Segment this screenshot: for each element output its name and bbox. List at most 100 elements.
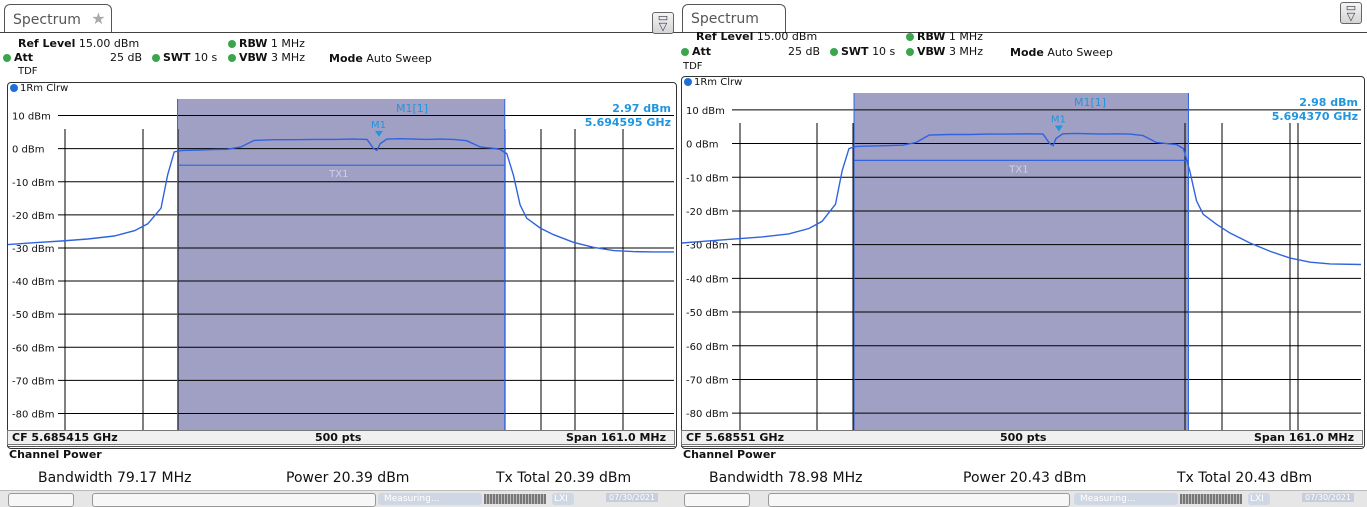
y-tick-label: -10 dBm xyxy=(686,173,728,184)
date-label: 07/30/2021 xyxy=(606,493,659,502)
span: Span 161.0 MHz xyxy=(1253,431,1354,444)
mode: Mode Auto Sweep xyxy=(1010,46,1113,59)
status-message-field xyxy=(92,493,376,507)
status-message-field xyxy=(768,493,1070,507)
vbw: VBW 3 MHz xyxy=(228,51,305,64)
progress-indicator xyxy=(1180,494,1242,504)
y-tick-label: -50 dBm xyxy=(12,310,54,321)
channel-power-table: Channel Power Bandwidth 79.17 MHz Power … xyxy=(7,446,675,489)
trace-indicator-icon xyxy=(10,84,18,92)
status-field[interactable] xyxy=(684,493,750,507)
tab-title: Spectrum xyxy=(691,11,759,27)
ref-level: Ref Level 15.00 dBm xyxy=(696,30,818,43)
channel-power-title: Channel Power xyxy=(683,448,776,461)
y-tick-label: -30 dBm xyxy=(686,241,728,252)
bandwidth-value: Bandwidth 78.98 MHz xyxy=(709,470,863,486)
power-value: Power 20.43 dBm xyxy=(963,470,1087,486)
center-frequency: CF 5.68551 GHz xyxy=(686,431,784,444)
lxi-icon: LXI xyxy=(552,493,574,505)
trace-line xyxy=(681,132,1362,266)
y-tick-label: -80 dBm xyxy=(12,409,54,420)
channel-band xyxy=(854,93,1189,430)
marker-frequency: 5.694370 GHz xyxy=(1272,110,1358,123)
bandwidth-value: Bandwidth 79.17 MHz xyxy=(38,470,192,486)
y-tick-label: -70 dBm xyxy=(686,375,728,386)
marker-level: 2.97 dBm xyxy=(612,102,671,115)
channel-power-table: Channel Power Bandwidth 78.98 MHz Power … xyxy=(681,446,1363,489)
vbw: VBW 3 MHz xyxy=(906,45,983,58)
marker-id: M1[1] xyxy=(1074,96,1106,109)
measuring-indicator: Measuring... xyxy=(378,493,482,505)
y-tick-label: -40 dBm xyxy=(12,277,54,288)
y-tick-label: 0 dBm xyxy=(686,140,719,151)
spectrum-panel-left: Spectrum ★ ▭ ▽ Ref Level 15.00 dBm Att 25… xyxy=(0,0,678,507)
att: Att xyxy=(3,51,33,64)
marker-level: 2.98 dBm xyxy=(1299,96,1358,109)
y-tick-label: -40 dBm xyxy=(686,274,728,285)
ref-level: Ref Level 15.00 dBm xyxy=(18,37,140,50)
y-tick-label: 0 dBm xyxy=(12,145,45,156)
y-tick-label: -70 dBm xyxy=(12,376,54,387)
y-tick-label: 10 dBm xyxy=(12,112,51,123)
status-dot xyxy=(681,48,689,56)
status-dot xyxy=(152,54,160,62)
lxi-icon: LXI xyxy=(1248,493,1270,505)
att-value: 25 dB xyxy=(110,51,143,64)
frequency-footer: CF 5.685415 GHz 500 pts Span 161.0 MHz xyxy=(7,430,675,445)
y-tick-label: -20 dBm xyxy=(12,211,54,222)
y-tick-label: -50 dBm xyxy=(686,308,728,319)
rbw: RBW 1 MHz xyxy=(228,37,305,50)
y-tick-label: -80 dBm xyxy=(686,409,728,420)
status-dot xyxy=(906,33,914,41)
sweep-points: 500 pts xyxy=(315,431,362,444)
spectrum-panel-right: Spectrum ▭ ▽ Ref Level 15.00 dBm Att 25 d… xyxy=(678,0,1367,507)
tdf-label: TDF xyxy=(18,66,38,77)
status-bar: Measuring... LXI 07/30/2021 xyxy=(0,490,678,507)
trace-indicator-icon xyxy=(684,78,692,86)
center-frequency: CF 5.685415 GHz xyxy=(12,431,118,444)
frequency-footer: CF 5.68551 GHz 500 pts Span 161.0 MHz xyxy=(681,430,1363,445)
att-value: 25 dB xyxy=(788,45,821,58)
trace-label[interactable]: 1Rm Clrw xyxy=(10,83,68,94)
wizard-icon[interactable]: ▭ ▽ xyxy=(652,12,674,34)
marker-name: M1 xyxy=(371,120,386,131)
marker-name: M1 xyxy=(1051,115,1066,126)
spectrum-plot[interactable]: 10 dBm 0 dBm -10 dBm -20 dBm -30 dBm -40 dBm -… xyxy=(0,0,678,506)
rbw: RBW 1 MHz xyxy=(906,30,983,43)
channel-power-title: Channel Power xyxy=(9,448,102,461)
wizard-icon[interactable]: ▭ ▽ xyxy=(1340,2,1362,24)
marker-id: M1[1] xyxy=(396,102,428,115)
date-label: 07/30/2021 xyxy=(1302,493,1355,502)
y-tick-label: -10 dBm xyxy=(12,178,54,189)
span: Span 161.0 MHz xyxy=(565,431,666,444)
tab-divider xyxy=(0,32,678,33)
spectrum-plot[interactable]: 10 dBm 0 dBm -10 dBm -20 dBm -30 dBm -40 dBm -… xyxy=(678,0,1367,506)
trace-label[interactable]: 1Rm Clrw xyxy=(684,77,742,88)
tx-total-value: Tx Total 20.43 dBm xyxy=(1177,470,1313,486)
channel-label: TX1 xyxy=(328,169,348,180)
y-tick-label: 10 dBm xyxy=(686,106,725,117)
att: Att xyxy=(681,45,711,58)
spectrum-tab[interactable]: Spectrum xyxy=(682,4,786,32)
marker-frequency: 5.694595 GHz xyxy=(585,116,671,129)
y-tick-label: -30 dBm xyxy=(12,244,54,255)
y-tick-label: -60 dBm xyxy=(686,342,728,353)
channel-label: TX1 xyxy=(1008,164,1028,175)
tdf-label: TDF xyxy=(683,61,703,72)
y-tick-label: -60 dBm xyxy=(12,343,54,354)
swt: SWT 10 s xyxy=(830,45,895,58)
trace-line xyxy=(7,137,674,253)
status-field[interactable] xyxy=(8,493,74,507)
channel-band xyxy=(177,99,505,430)
tab-title: Spectrum xyxy=(13,12,81,28)
star-icon[interactable]: ★ xyxy=(91,9,106,28)
power-value: Power 20.39 dBm xyxy=(286,470,410,486)
swt: SWT 10 s xyxy=(152,51,217,64)
status-dot xyxy=(830,48,838,56)
status-bar: Measuring... LXI 07/30/2021 xyxy=(678,490,1367,507)
status-dot xyxy=(228,54,236,62)
spectrum-tab[interactable]: Spectrum ★ xyxy=(4,4,112,32)
mode: Mode Auto Sweep xyxy=(329,52,432,65)
sweep-points: 500 pts xyxy=(1000,431,1047,444)
status-dot xyxy=(906,48,914,56)
